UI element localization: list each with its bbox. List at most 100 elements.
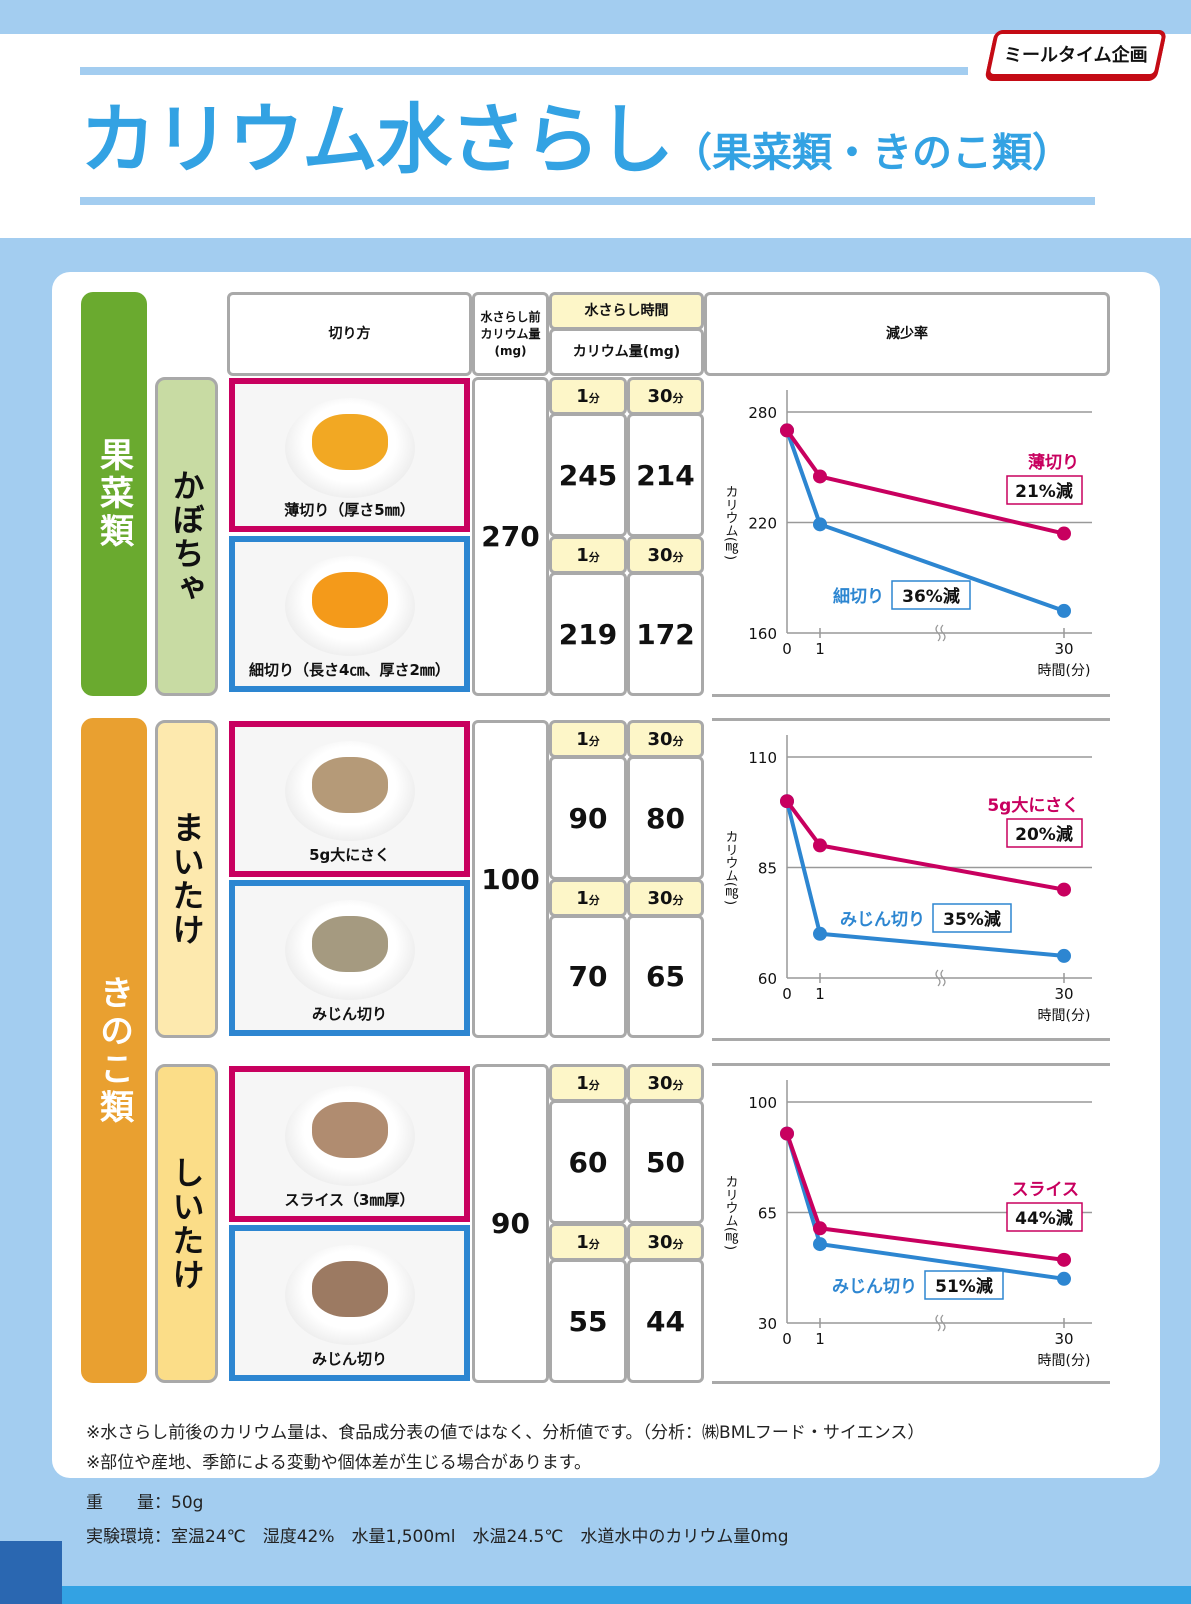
axis-break-icon	[935, 969, 946, 987]
time-unit: 分	[672, 893, 684, 907]
value-30min: 172	[627, 572, 704, 696]
time-value: 30	[647, 544, 673, 566]
value: 60	[568, 1145, 608, 1179]
environment-info: 実験環境：室温24℃ 湿度42% 水量1,500ml 水温24.5℃ 水道水中の…	[86, 1527, 789, 1547]
value-30min: 214	[627, 413, 704, 537]
time-value: 1	[576, 544, 589, 566]
value-1min: 60	[549, 1100, 627, 1224]
before-value-maitake: 100	[472, 720, 549, 1038]
time-1min: 1分	[549, 720, 627, 758]
x-tick-label: 1	[815, 1330, 825, 1348]
data-point	[1057, 603, 1071, 618]
time-value: 1	[576, 385, 589, 407]
data-point	[813, 1237, 827, 1252]
series-label-pink: スライス	[1012, 1180, 1080, 1200]
veg-maitake: まいたけ	[155, 720, 218, 1038]
value-30min: 44	[627, 1259, 704, 1383]
chart-divider	[712, 1038, 1110, 1041]
data-point	[813, 926, 827, 941]
data-point	[813, 838, 827, 853]
photo-caption: 5g大にさく	[309, 846, 390, 864]
value-30min: 50	[627, 1100, 704, 1224]
data-point	[1057, 948, 1071, 963]
chart-divider	[712, 718, 1110, 721]
title-sub: （果菜類・きのこ類）	[672, 130, 1072, 176]
veg-shiitake: しいたけ	[155, 1064, 218, 1383]
time-unit: 分	[588, 391, 600, 405]
y-tick-label: 85	[758, 860, 777, 878]
time-unit: 分	[588, 550, 600, 564]
y-axis-label: カリウム(㎎)	[723, 1175, 739, 1250]
photo-kabocha-julienne: 細切り（長さ4㎝、厚さ2㎜）	[229, 536, 470, 692]
time-30min: 30分	[627, 1223, 704, 1261]
footer-bar	[0, 1586, 1191, 1604]
value: 214	[636, 458, 695, 492]
x-axis-label: 時間(分)	[1038, 663, 1091, 679]
reduction-value: 35%減	[943, 909, 1001, 930]
value: 172	[636, 617, 695, 651]
food-image	[311, 757, 388, 813]
time-value: 30	[647, 1072, 673, 1094]
y-tick-label: 220	[748, 515, 777, 533]
time-1min: 1分	[549, 536, 627, 574]
value-30min: 65	[627, 915, 704, 1038]
data-point	[780, 794, 794, 809]
before-value: 90	[491, 1207, 530, 1240]
footnotes: ※水さらし前後のカリウム量は、食品成分表の値ではなく、分析値です。（分析：㈱BM…	[86, 1418, 924, 1478]
x-axis-label: 時間(分)	[1038, 1008, 1091, 1024]
title-main: カリウム水さらし	[80, 95, 674, 184]
time-value: 30	[647, 385, 673, 407]
y-axis-label: カリウム(㎎)	[723, 485, 739, 560]
chart-divider	[712, 1063, 1110, 1066]
food-image	[311, 414, 388, 470]
header-reduction-label: 減少率	[886, 326, 928, 342]
value: 65	[646, 960, 685, 993]
header-before-l1: 水さらし前	[480, 309, 541, 324]
x-tick-label: 0	[782, 985, 792, 1003]
data-point	[1057, 1252, 1071, 1267]
value: 70	[568, 960, 608, 993]
chart-divider	[712, 694, 1110, 697]
header-before: 水さらし前 カリウム量 (mg)	[472, 292, 549, 376]
axis-break-icon	[935, 1314, 946, 1332]
time-unit: 分	[672, 1078, 684, 1092]
before-value-shiitake: 90	[472, 1064, 549, 1383]
x-axis-label: 時間(分)	[1038, 1353, 1091, 1369]
experiment-info: 重 量：50g 実験環境：室温24℃ 湿度42% 水量1,500ml 水温24.…	[86, 1486, 789, 1554]
header-rule-top	[80, 67, 968, 75]
value: 219	[558, 617, 618, 651]
data-point	[1057, 1271, 1071, 1286]
photo-caption: みじん切り	[311, 1005, 387, 1023]
value: 245	[558, 458, 618, 492]
data-point	[780, 423, 794, 438]
header-time-label: 水さらし時間	[584, 303, 669, 319]
data-point	[813, 469, 827, 484]
reduction-value: 20%減	[1015, 824, 1073, 845]
value: 44	[646, 1304, 685, 1338]
photo-caption: 細切り（長さ4㎝、厚さ2㎜）	[249, 661, 450, 679]
veg-shiitake-label: しいたけ	[167, 1155, 206, 1292]
header-cut-method-label: 切り方	[328, 326, 371, 342]
chart-divider	[712, 1381, 1110, 1384]
y-tick-label: 60	[758, 970, 777, 988]
y-tick-label: 160	[748, 625, 777, 643]
food-image	[311, 916, 388, 972]
before-value: 270	[481, 520, 540, 553]
value: 90	[568, 801, 608, 835]
data-point	[1057, 526, 1071, 541]
y-tick-label: 280	[748, 404, 777, 422]
reduction-badge	[932, 903, 1012, 933]
value-30min: 80	[627, 756, 704, 880]
x-tick-label: 30	[1054, 640, 1073, 658]
time-unit: 分	[588, 1237, 600, 1251]
corner-block	[0, 1541, 62, 1604]
reduction-badge	[1006, 818, 1083, 848]
before-value-kabocha: 270	[472, 377, 549, 696]
header-potassium: カリウム量(mg)	[549, 328, 704, 376]
data-point	[813, 517, 827, 532]
x-tick-label: 0	[782, 1330, 792, 1348]
reduction-value: 36%減	[902, 586, 960, 607]
